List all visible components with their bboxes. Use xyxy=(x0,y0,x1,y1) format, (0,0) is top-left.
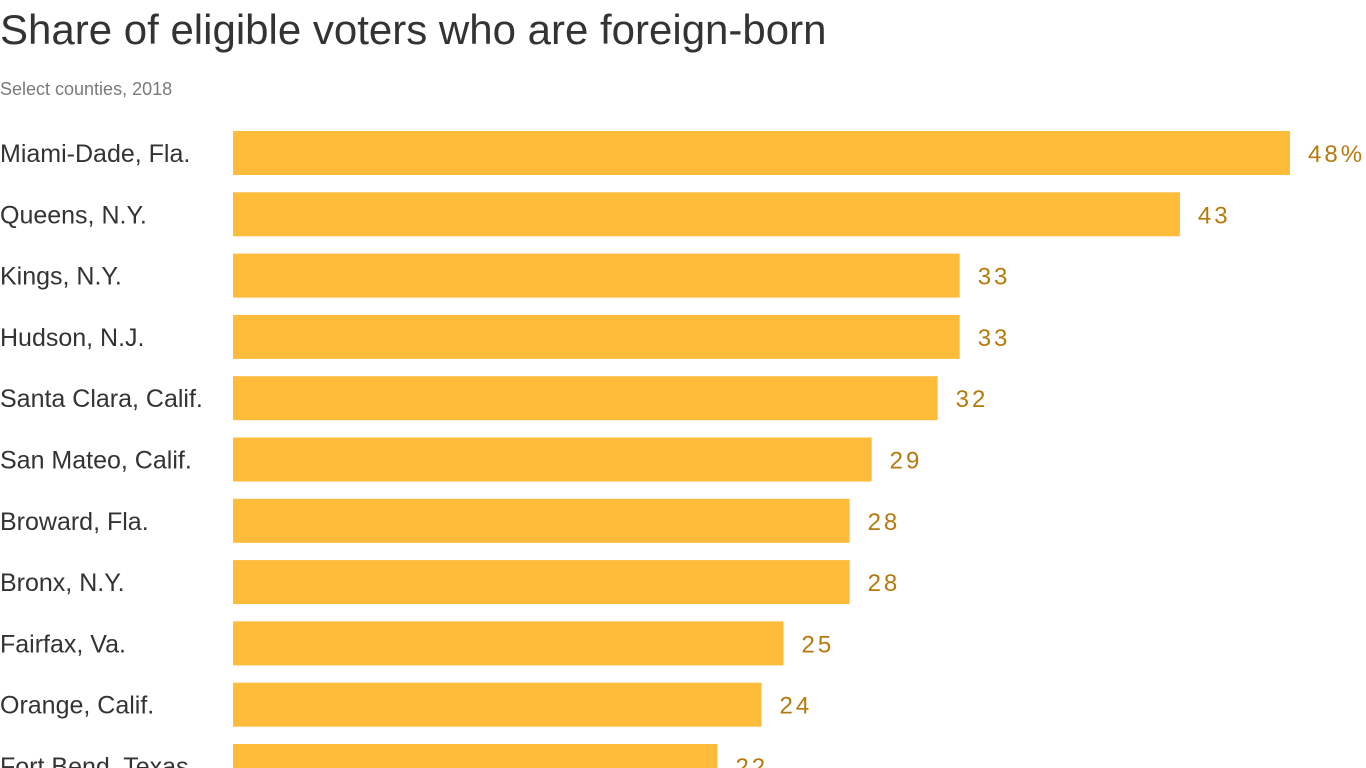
bar xyxy=(233,253,960,298)
bar xyxy=(233,498,850,543)
category-label: Fort Bend, Texas xyxy=(0,753,189,768)
value-label: 22 xyxy=(735,754,768,768)
category-label: Kings, N.Y. xyxy=(0,263,122,291)
bar xyxy=(233,621,784,666)
bar xyxy=(233,376,938,421)
chart-subtitle: Select counties, 2018 xyxy=(0,79,173,99)
chart-title: Share of eligible voters who are foreign… xyxy=(0,6,827,53)
category-label: Orange, Calif. xyxy=(0,692,154,720)
bar xyxy=(233,744,718,768)
category-label: Hudson, N.J. xyxy=(0,324,145,352)
category-label: Miami-Dade, Fla. xyxy=(0,140,190,168)
bar xyxy=(233,131,1290,175)
category-label: Broward, Fla. xyxy=(0,508,149,536)
bar xyxy=(233,560,850,605)
value-label: 28 xyxy=(868,570,901,597)
bar xyxy=(233,682,762,727)
value-label: 32 xyxy=(956,386,989,413)
category-label: Santa Clara, Calif. xyxy=(0,385,203,413)
category-label: Queens, N.Y. xyxy=(0,201,147,229)
value-label: 25 xyxy=(802,631,835,658)
value-label: 33 xyxy=(978,325,1011,352)
bar xyxy=(233,314,960,359)
value-label: 28 xyxy=(868,509,901,536)
bar xyxy=(233,437,872,482)
bar xyxy=(233,192,1180,237)
category-label: Fairfax, Va. xyxy=(0,630,126,658)
value-label: 24 xyxy=(780,693,813,720)
value-label: 33 xyxy=(978,264,1011,291)
category-label: San Mateo, Calif. xyxy=(0,447,192,475)
value-label: 48% xyxy=(1308,141,1365,168)
category-label: Bronx, N.Y. xyxy=(0,569,125,597)
value-label: 43 xyxy=(1198,202,1231,229)
value-label: 29 xyxy=(890,448,923,475)
